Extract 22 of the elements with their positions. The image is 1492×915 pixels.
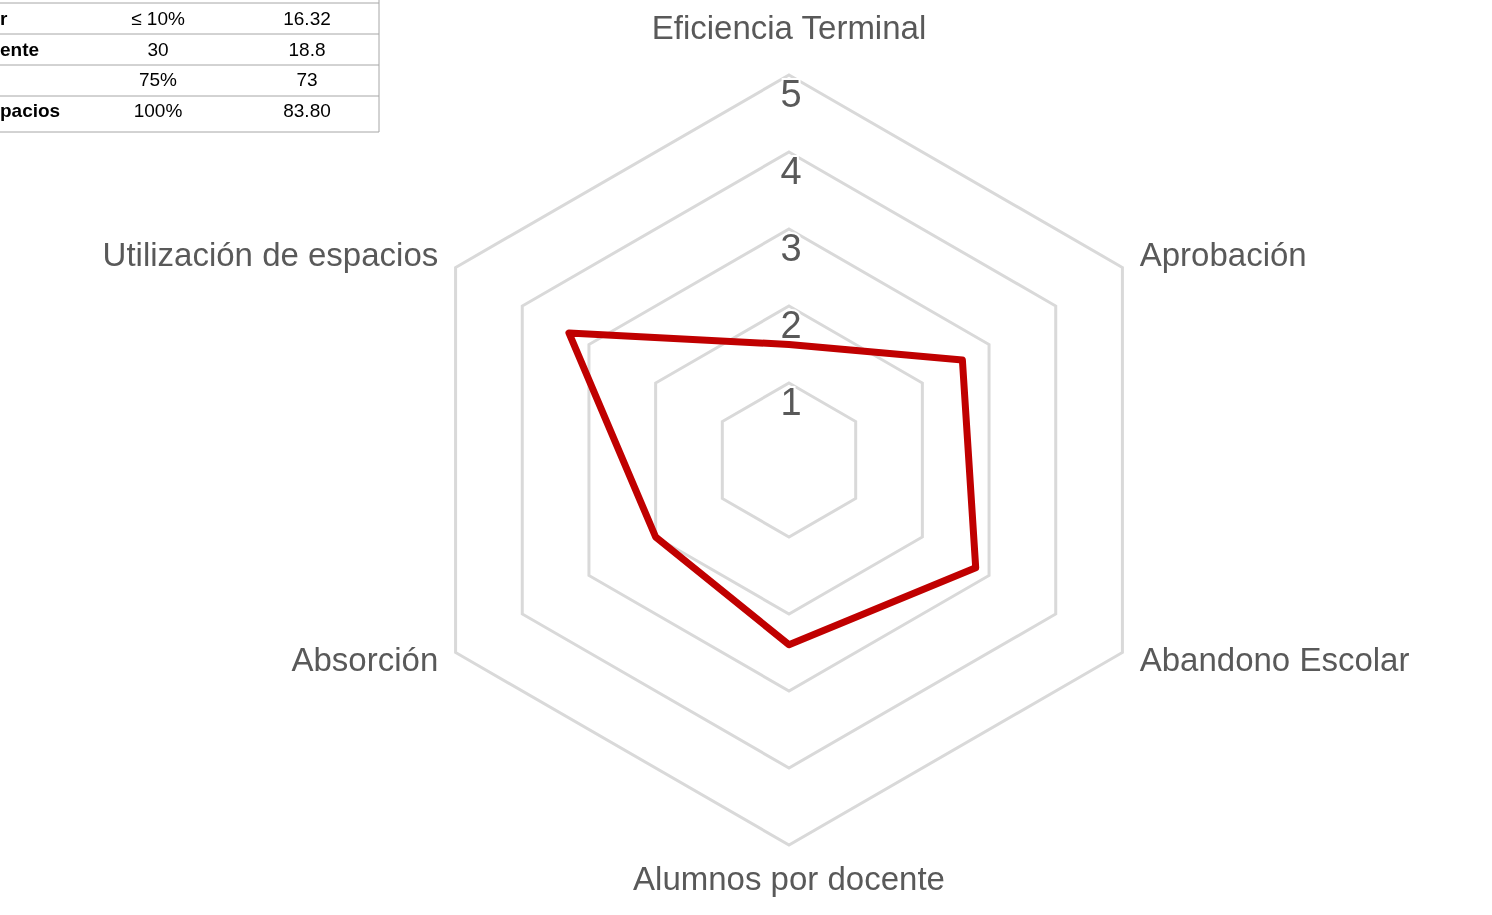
text: pacios xyxy=(0,100,61,122)
spoke-label: Absorción xyxy=(291,641,439,679)
text: 16.32 xyxy=(283,8,331,30)
spoke-label: Alumnos por docente xyxy=(633,859,945,897)
y-tick-label: 2 xyxy=(780,304,802,347)
text: 100% xyxy=(133,100,183,122)
spoke-label: Aprobación xyxy=(1139,236,1307,274)
y-tick-label: 3 xyxy=(780,227,802,270)
y-tick-label: 4 xyxy=(780,150,802,193)
text: 73 xyxy=(296,69,318,91)
text: ≤ 10% xyxy=(131,8,185,30)
text: r xyxy=(0,8,8,30)
y-tick-label: 1 xyxy=(780,381,802,424)
spoke-label: Eficiencia Terminal xyxy=(651,8,927,46)
y-tick-label: 5 xyxy=(780,73,802,116)
text: ente xyxy=(0,39,40,61)
spoke-label: Abandono Escolar xyxy=(1139,641,1410,679)
text: 83.80 xyxy=(283,100,331,122)
text: 18.8 xyxy=(288,39,326,61)
text: 30 xyxy=(147,39,169,61)
spoke-label: Utilización de espacios xyxy=(102,236,439,274)
text: 75% xyxy=(138,69,178,91)
